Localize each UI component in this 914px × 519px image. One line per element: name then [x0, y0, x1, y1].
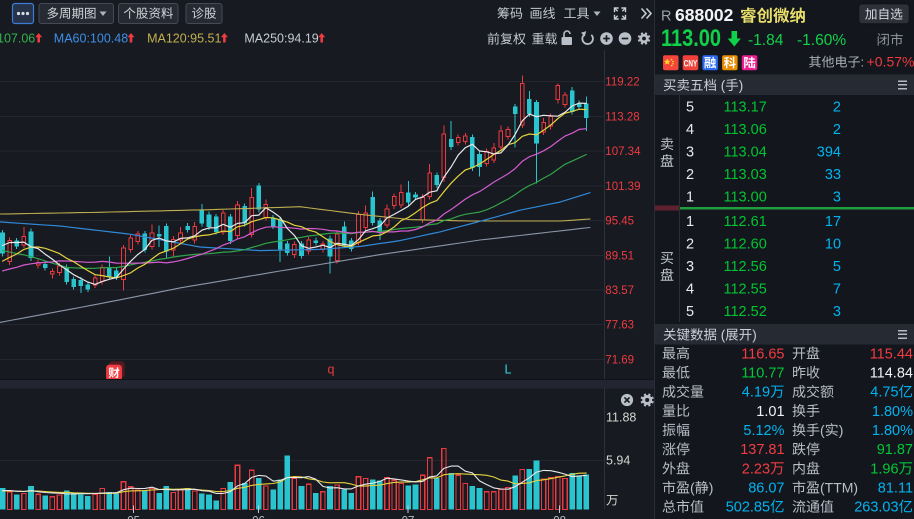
svg-text:): ): [739, 78, 744, 93]
svg-text:107.06: 107.06: [0, 32, 35, 46]
svg-text:MA60:100.48: MA60:100.48: [54, 32, 128, 46]
svg-text:33: 33: [825, 167, 841, 183]
svg-text:113.28: 113.28: [605, 111, 639, 123]
svg-text:2: 2: [686, 237, 694, 253]
svg-text:4: 4: [686, 281, 694, 297]
svg-text:(: (: [690, 480, 695, 496]
svg-text:2.23: 2.23: [742, 461, 770, 477]
svg-text:-1.84: -1.84: [748, 32, 784, 49]
svg-text:112.52: 112.52: [724, 304, 767, 320]
svg-text:116.65: 116.65: [741, 346, 784, 362]
svg-text:(: (: [717, 78, 726, 93]
svg-text:86.07: 86.07: [748, 481, 784, 497]
svg-text:4.19: 4.19: [742, 385, 770, 401]
svg-text:5.94: 5.94: [606, 454, 630, 468]
svg-text:263.03: 263.03: [854, 500, 898, 516]
svg-text:5: 5: [833, 259, 841, 275]
svg-text:112.60: 112.60: [724, 237, 767, 253]
svg-text:113.00: 113.00: [661, 25, 721, 52]
svg-text:95.45: 95.45: [605, 216, 634, 228]
svg-text:): ): [839, 422, 844, 438]
svg-text:3: 3: [686, 145, 694, 161]
svg-text:101.39: 101.39: [605, 181, 640, 193]
svg-text:06: 06: [252, 516, 265, 519]
svg-text:CNY: CNY: [684, 59, 698, 70]
svg-text:112.55: 112.55: [724, 281, 767, 297]
svg-text:L: L: [505, 363, 512, 377]
svg-text:119.22: 119.22: [605, 77, 639, 89]
svg-text:7: 7: [833, 281, 841, 297]
svg-text:5: 5: [686, 100, 694, 116]
svg-text:5.12%: 5.12%: [743, 423, 784, 439]
svg-text:2: 2: [686, 167, 694, 183]
svg-text:05: 05: [127, 516, 140, 519]
svg-text:R: R: [661, 9, 671, 25]
svg-text:07: 07: [402, 516, 415, 519]
svg-text:08: 08: [553, 516, 566, 519]
svg-text:113.00: 113.00: [724, 189, 767, 205]
svg-text:): ): [752, 328, 757, 343]
svg-text:1: 1: [686, 189, 694, 205]
svg-text:4.75: 4.75: [870, 385, 898, 401]
svg-text:83.57: 83.57: [605, 285, 634, 297]
svg-text:MA120:95.51: MA120:95.51: [147, 32, 221, 46]
svg-text:(: (: [820, 422, 825, 438]
svg-text:113.06: 113.06: [724, 122, 767, 138]
svg-text:114.84: 114.84: [870, 366, 913, 382]
svg-text:1.96: 1.96: [870, 461, 898, 477]
svg-text:5: 5: [686, 304, 694, 320]
svg-text:112.61: 112.61: [724, 214, 767, 230]
svg-text::: :: [861, 55, 865, 70]
svg-text:(TTM): (TTM): [820, 480, 858, 496]
svg-text:2: 2: [833, 100, 841, 116]
svg-text:107.34: 107.34: [605, 146, 641, 158]
svg-text:2: 2: [833, 122, 841, 138]
svg-text:77.63: 77.63: [605, 320, 634, 332]
svg-text:110.77: 110.77: [741, 366, 784, 382]
svg-text:1.01: 1.01: [756, 404, 784, 420]
svg-text:113.04: 113.04: [724, 145, 767, 161]
svg-text:115.44: 115.44: [870, 346, 913, 362]
svg-text:113.03: 113.03: [724, 167, 767, 183]
svg-text:-1.60%: -1.60%: [797, 32, 846, 49]
svg-text:1.80%: 1.80%: [872, 404, 913, 420]
svg-text:113.17: 113.17: [724, 100, 767, 116]
svg-text:137.81: 137.81: [740, 442, 784, 458]
svg-text:+0.57%: +0.57%: [867, 54, 914, 70]
svg-text:4: 4: [686, 122, 694, 138]
svg-text:10: 10: [825, 237, 841, 253]
svg-text:91.87: 91.87: [877, 442, 913, 458]
svg-text:11.88: 11.88: [606, 411, 636, 425]
svg-text:17: 17: [825, 214, 841, 230]
svg-text:112.56: 112.56: [724, 259, 767, 275]
svg-text:1.80%: 1.80%: [872, 423, 913, 439]
svg-text:MA250:94.19: MA250:94.19: [244, 32, 318, 46]
svg-text:3: 3: [833, 304, 841, 320]
svg-text:3: 3: [686, 259, 694, 275]
svg-text:81.11: 81.11: [878, 481, 913, 497]
svg-text:1: 1: [686, 214, 694, 230]
svg-text:): ): [709, 480, 714, 496]
svg-text:q: q: [328, 363, 335, 377]
svg-text:3: 3: [833, 189, 841, 205]
svg-text:502.85: 502.85: [726, 500, 770, 516]
svg-text:688002: 688002: [675, 5, 734, 25]
svg-text:394: 394: [817, 145, 841, 161]
svg-text:71.69: 71.69: [605, 355, 634, 367]
svg-text:89.51: 89.51: [605, 250, 634, 262]
svg-text:(: (: [717, 328, 726, 343]
